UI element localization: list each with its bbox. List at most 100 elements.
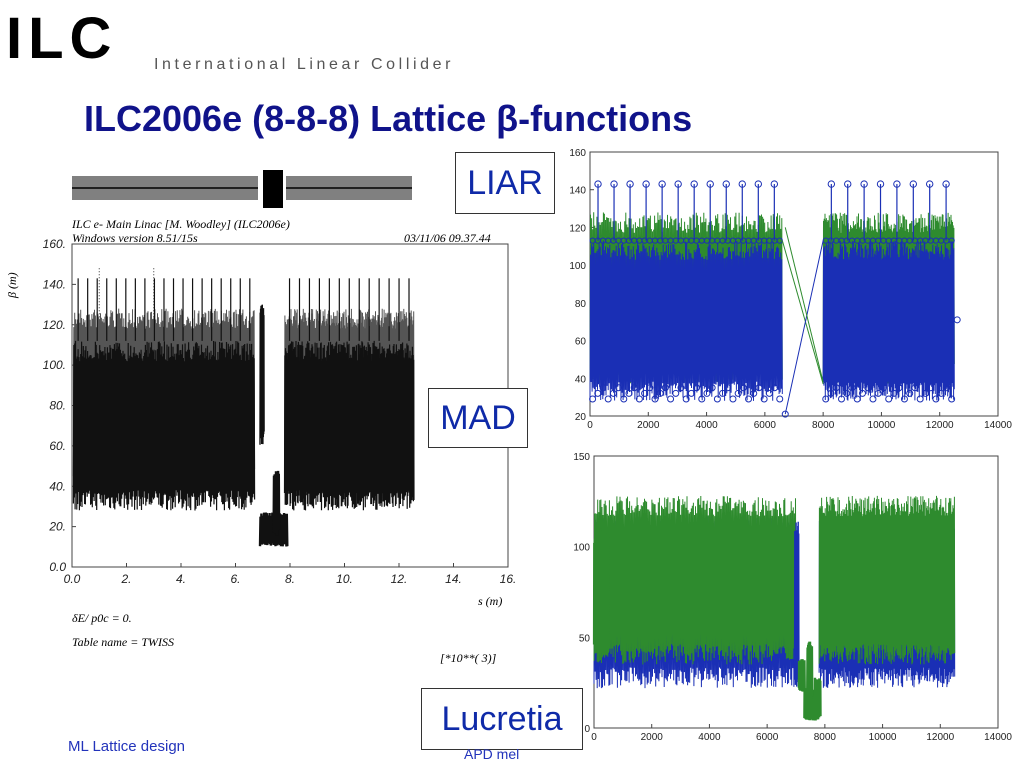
liar-blue-line [589, 240, 783, 401]
mad-y-axis-label: β (m) [5, 272, 19, 299]
x-tick-label: 2. [120, 572, 131, 586]
liar-min-marker [781, 410, 789, 418]
liar-min-marker [890, 389, 898, 397]
y-tick-label: 0.0 [49, 560, 66, 574]
liar-peak-marker [738, 180, 746, 188]
x-tick-label: 2000 [641, 732, 664, 743]
x-tick-label: 14000 [984, 420, 1012, 431]
liar-min-marker [682, 395, 690, 403]
y-tick-label: 50 [579, 633, 591, 644]
liar-min-marker [921, 389, 929, 397]
liar-min-marker [858, 389, 866, 397]
liar-peak-marker [770, 180, 779, 188]
mad-note-table: Table name = TWISS [72, 635, 174, 649]
liar-min-marker [745, 395, 753, 403]
x-tick-label: 14000 [984, 732, 1012, 743]
liar-min-marker [729, 395, 737, 403]
logo-subtitle: International Linear Collider [154, 56, 455, 73]
liar-min-marker [604, 395, 612, 403]
y-tick-label: 160. [43, 237, 66, 251]
y-tick-label: 150 [573, 452, 590, 463]
mad-label: MAD [428, 388, 528, 448]
liar-transition-line [781, 240, 824, 385]
bc-block [263, 170, 283, 208]
liar-peak-marker [690, 180, 698, 188]
x-tick-label: 16. [500, 572, 517, 586]
liar-min-marker [589, 395, 597, 403]
liar-min-marker [822, 395, 830, 403]
liar-min-marker [724, 384, 732, 392]
lucretia-data [592, 495, 956, 721]
liar-min-marker [864, 384, 872, 392]
liar-transition-line [784, 227, 824, 383]
liar-peak-marker [594, 180, 602, 188]
liar-min-marker [609, 389, 617, 397]
x-tick-label: 12. [391, 572, 408, 586]
x-tick-label: 10000 [868, 420, 896, 431]
liar-peak-marker [876, 180, 885, 188]
footer-title: ML Lattice design [68, 738, 186, 755]
liar-min-marker [703, 389, 711, 397]
liar-min-marker [932, 395, 940, 403]
lucretia-bc-line [813, 677, 822, 721]
liar-peak-marker [610, 180, 618, 188]
liar-peak-marker [925, 180, 934, 188]
x-tick-label: 6000 [756, 732, 779, 743]
x-tick-label: 4000 [698, 732, 721, 743]
y-tick-label: 60 [575, 337, 587, 348]
liar-min-marker [635, 395, 643, 403]
y-tick-label: 80. [49, 399, 66, 413]
liar-min-marker [832, 384, 840, 392]
liar-peak-marker [706, 180, 714, 188]
liar-min-marker [942, 384, 950, 392]
y-tick-label: 160 [569, 148, 586, 159]
liar-peak-marker [626, 180, 634, 188]
liar-max-marker [948, 237, 955, 244]
x-tick-label: 12000 [926, 732, 954, 743]
liar-min-marker [651, 395, 659, 403]
liar-min-marker [677, 384, 685, 392]
liar-min-marker [641, 389, 649, 397]
y-tick-label: 100. [43, 358, 66, 372]
x-tick-label: 10. [336, 572, 353, 586]
liar-min-marker [771, 384, 779, 392]
liar-min-marker [838, 395, 846, 403]
liar-min-marker [843, 389, 851, 397]
liar-peak-marker [658, 180, 666, 188]
liar-label: LIAR [455, 152, 555, 214]
lucretia-plot: 0 2000 4000 6000 8000 10000 12000 14000 0 50 100 15… [573, 452, 1012, 743]
liar-min-marker [594, 389, 602, 397]
x-tick-label: 12000 [926, 420, 954, 431]
mad-bc-line [259, 304, 265, 445]
liar-peak-marker [827, 180, 836, 188]
y-tick-label: 60. [49, 439, 66, 453]
liar-min-marker [693, 384, 701, 392]
liar-min-marker [900, 395, 908, 403]
mad-x-axis-label: s (m) [478, 594, 502, 608]
liar-min-marker [874, 389, 882, 397]
liar-min-marker [906, 389, 914, 397]
y-tick-label: 0 [584, 724, 590, 735]
mad-betay-line [283, 340, 415, 511]
mad-data [72, 268, 415, 547]
liar-min-marker [765, 389, 773, 397]
liar-min-marker [734, 389, 742, 397]
y-tick-label: 20 [575, 412, 587, 423]
x-tick-label: 14. [445, 572, 462, 586]
liar-min-marker [848, 384, 856, 392]
liar-peak-marker [642, 180, 650, 188]
liar-min-marker [687, 389, 695, 397]
logo-mark: ILC [6, 6, 118, 71]
liar-min-marker [776, 395, 784, 403]
liar-min-marker [750, 389, 758, 397]
liar-min-marker [827, 389, 835, 397]
liar-min-marker [708, 384, 716, 392]
x-tick-label: 4000 [695, 420, 718, 431]
x-tick-label: 10000 [869, 732, 897, 743]
mad-betay-line [72, 340, 256, 511]
slide-title: ILC2006e (8-8-8) Lattice β-functions [84, 98, 693, 139]
liar-min-marker [937, 389, 945, 397]
x-tick-label: 8000 [812, 420, 835, 431]
x-tick-label: 8. [285, 572, 295, 586]
liar-min-marker [895, 384, 903, 392]
